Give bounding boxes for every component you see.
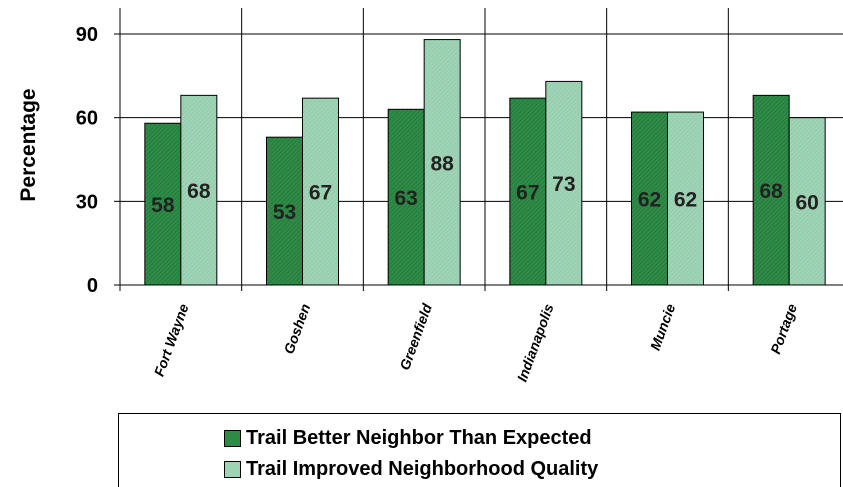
y-tick-label: 90 xyxy=(76,24,98,46)
data-label: 62 xyxy=(638,189,661,212)
data-label: 88 xyxy=(430,152,454,175)
legend-swatch-light xyxy=(224,461,241,478)
bar-series-2 xyxy=(545,80,583,286)
legend-item: Trail Better Neighbor Than Expected xyxy=(224,427,592,450)
data-label: 68 xyxy=(187,180,211,203)
x-category-label: Muncie xyxy=(647,301,679,352)
y-tick-labels: 0 30 60 90 xyxy=(76,24,98,297)
bars xyxy=(144,39,826,286)
data-label: 63 xyxy=(394,187,417,210)
data-label: 73 xyxy=(552,173,575,196)
bar-series-2 xyxy=(423,39,461,286)
legend-label: Trail Improved Neighborhood Quality xyxy=(246,458,599,480)
data-label: 60 xyxy=(795,191,818,214)
legend-swatch-dark xyxy=(224,430,241,447)
bar-chart: 0 30 60 90 Fort Wayne Goshen Greenfield Indian… xyxy=(17,8,843,384)
x-category-label: Goshen xyxy=(280,302,313,356)
y-axis-title: Percentage xyxy=(17,88,40,201)
x-category-label: Greenfield xyxy=(396,301,435,372)
bar-series-2 xyxy=(788,117,826,286)
x-category-label: Fort Wayne xyxy=(151,301,192,378)
y-tick-label: 0 xyxy=(87,275,98,297)
data-label: 67 xyxy=(516,182,539,205)
x-category-label: Indianapolis xyxy=(514,301,557,383)
x-category-labels: Fort Wayne Goshen Greenfield Indianapolis Mu… xyxy=(151,301,800,384)
legend-label: Trail Better Neighbor Than Expected xyxy=(246,427,592,449)
bar-series-2 xyxy=(667,111,704,286)
data-label: 53 xyxy=(273,201,296,224)
data-labels: 58 68 53 67 63 88 67 73 62 62 68 60 xyxy=(151,152,819,224)
bar-series-1 xyxy=(144,122,182,286)
bar-series-1 xyxy=(509,97,547,286)
bar-series-2 xyxy=(302,97,339,286)
data-label: 68 xyxy=(759,180,783,203)
axes xyxy=(114,8,843,291)
legend-item: Trail Improved Neighborhood Quality xyxy=(224,458,598,481)
gridlines xyxy=(120,8,843,285)
data-label: 58 xyxy=(151,194,175,217)
x-category-label: Portage xyxy=(767,301,800,356)
data-label: 67 xyxy=(309,182,332,205)
data-label: 62 xyxy=(674,189,697,212)
bar-series-1 xyxy=(752,94,790,286)
legend: Trail Better Neighbor Than Expected Trai… xyxy=(118,413,841,487)
y-tick-label: 30 xyxy=(76,191,98,213)
y-tick-label: 60 xyxy=(76,108,98,130)
